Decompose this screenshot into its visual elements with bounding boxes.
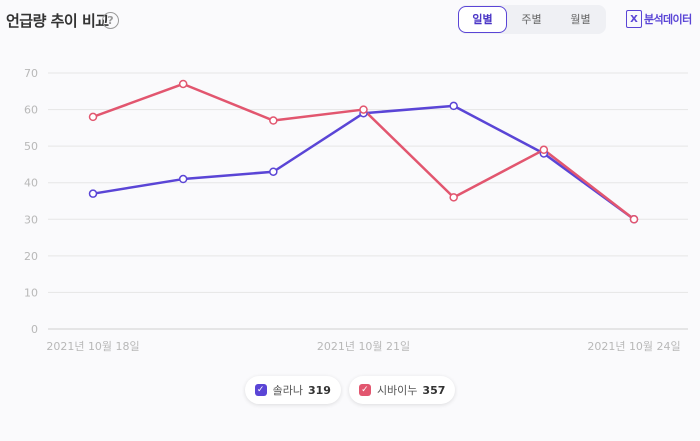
legend-item-solana[interactable]: ✓ 솔라나 319 — [244, 376, 341, 404]
export-data-button[interactable]: X 분석데이터 — [626, 10, 692, 28]
series-layer — [88, 79, 639, 224]
y-tick-label: 20 — [24, 250, 38, 263]
period-tab-group: 일별 주별 월별 — [458, 5, 606, 34]
data-point — [269, 167, 278, 176]
y-tick-label: 70 — [24, 67, 38, 80]
tab-weekly[interactable]: 주별 — [521, 13, 542, 26]
checkbox-icon[interactable]: ✓ — [358, 384, 371, 396]
page-title: 언급량 추이 비교 — [6, 12, 109, 30]
y-tick-label: 50 — [24, 140, 38, 153]
y-tick-label: 40 — [24, 177, 38, 190]
y-tick-label: 0 — [31, 323, 38, 336]
x-tick-label: 2021년 10월 24일 — [587, 339, 680, 353]
x-axis-ticks: 2021년 10월 18일 2021년 10월 21일 2021년 10월 24일 — [46, 339, 680, 353]
data-point — [449, 101, 458, 111]
y-tick-label: 60 — [24, 104, 38, 117]
x-tick-label: 2021년 10월 18일 — [46, 339, 139, 353]
y-tick-label: 30 — [24, 213, 38, 226]
checkbox-icon[interactable]: ✓ — [254, 384, 267, 396]
data-point — [539, 145, 549, 155]
series-line — [92, 82, 635, 221]
data-point — [88, 112, 98, 122]
tab-daily[interactable]: 일별 — [458, 6, 507, 33]
data-point — [449, 193, 458, 202]
data-point — [269, 116, 278, 125]
tab-monthly[interactable]: 월별 — [570, 13, 591, 26]
y-axis-ticks: 0 10 20 30 40 50 60 70 — [24, 67, 38, 336]
data-point — [629, 215, 639, 224]
data-point — [359, 105, 368, 114]
legend-series-count: 319 — [307, 383, 331, 397]
data-point — [178, 174, 188, 184]
legend-series-count: 357 — [422, 383, 446, 397]
legend-item-shiba-inu[interactable]: ✓ 시바이누 357 — [348, 376, 456, 404]
help-icon[interactable]: ? — [102, 12, 119, 29]
excel-icon: X — [626, 10, 642, 28]
data-point — [178, 79, 188, 89]
data-point — [88, 189, 98, 198]
y-tick-label: 10 — [24, 286, 38, 299]
grid-layer — [48, 72, 688, 330]
x-tick-label: 2021년 10월 21일 — [317, 339, 410, 353]
legend-series-name: 솔라나 — [272, 384, 303, 397]
export-data-label: 분석데이터 — [644, 13, 692, 26]
legend-series-name: 시바이누 — [376, 384, 418, 397]
legend: ✓ 솔라나 319 ✓ 시바이누 357 — [0, 376, 700, 404]
series-line — [92, 104, 635, 221]
